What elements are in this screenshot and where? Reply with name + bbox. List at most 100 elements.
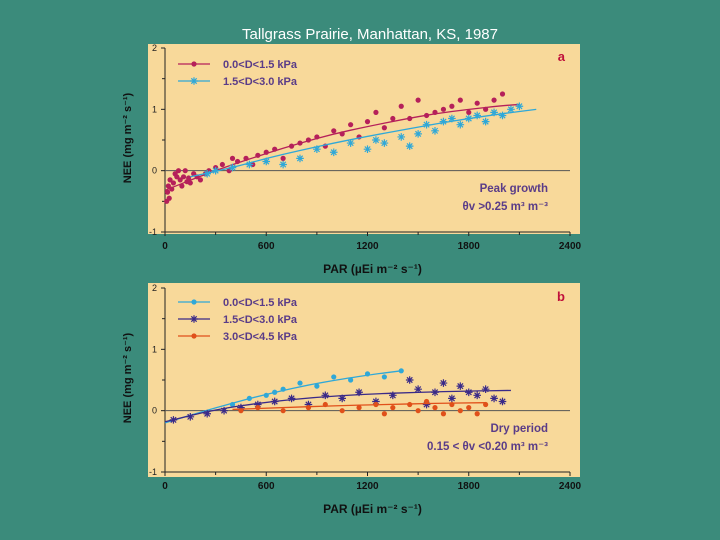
data-point	[448, 114, 456, 123]
data-point	[203, 169, 211, 178]
data-point	[169, 416, 178, 424]
data-point	[187, 180, 193, 186]
data-point	[297, 380, 303, 386]
data-point	[397, 133, 406, 141]
data-point	[449, 401, 455, 408]
data-point	[237, 403, 245, 412]
data-point	[439, 379, 448, 387]
data-point	[498, 111, 507, 120]
data-point	[464, 388, 473, 397]
legend-marker	[191, 299, 197, 305]
data-point	[432, 109, 438, 115]
data-point	[380, 139, 389, 147]
y-tick-label: 0	[152, 166, 157, 176]
data-point	[507, 105, 515, 114]
x-tick-label: 1200	[356, 481, 379, 492]
data-point	[364, 371, 371, 377]
data-point	[180, 174, 187, 180]
data-point	[372, 397, 380, 406]
data-point	[355, 388, 363, 397]
data-point	[280, 408, 286, 414]
data-point	[313, 145, 321, 153]
data-point	[287, 394, 296, 403]
data-point	[339, 131, 345, 137]
data-point	[314, 383, 320, 389]
annotation-text: Peak growth	[480, 183, 548, 195]
data-point	[255, 152, 261, 158]
data-point	[174, 174, 180, 180]
data-point	[186, 175, 192, 181]
data-point	[219, 161, 225, 168]
data-point	[422, 400, 431, 409]
y-axis-label: NEE (mg m⁻² s⁻¹)	[122, 332, 134, 423]
data-point	[177, 177, 183, 183]
data-point	[263, 149, 269, 155]
legend-label: 1.5<D<3.0 kPa	[223, 314, 298, 326]
data-point	[414, 130, 422, 138]
panel-letter: b	[557, 289, 565, 304]
legend-label: 0.0<D<1.5 kPa	[223, 59, 298, 71]
data-point	[167, 177, 173, 183]
data-point	[169, 186, 175, 192]
x-tick-label: 0	[162, 481, 168, 492]
data-point	[263, 392, 269, 398]
data-point	[305, 405, 312, 411]
data-point	[348, 377, 354, 383]
data-point	[414, 385, 422, 393]
data-point	[431, 127, 439, 135]
y-axis-label: NEE (mg m⁻² s⁻¹)	[122, 92, 134, 183]
data-point	[464, 114, 473, 123]
data-point	[272, 146, 278, 152]
panel-letter: a	[558, 49, 566, 64]
data-point	[390, 115, 396, 122]
legend-marker	[191, 61, 197, 67]
x-tick-label: 1800	[458, 481, 481, 492]
data-point	[179, 183, 185, 189]
data-point	[220, 406, 228, 415]
plot-background	[148, 44, 580, 234]
annotation-text: θv >0.25 m³ m⁻³	[463, 201, 549, 213]
data-point	[238, 408, 244, 414]
data-point	[456, 382, 465, 390]
series-3	[232, 398, 489, 417]
data-point	[457, 97, 463, 103]
x-tick-label: 0	[162, 241, 168, 252]
data-point	[431, 388, 439, 397]
x-tick-label: 1200	[356, 241, 379, 252]
x-axis-label: PAR (µEi m⁻² s⁻¹)	[323, 262, 422, 276]
data-point	[449, 103, 455, 109]
y-tick-label: 1	[152, 344, 157, 354]
data-point	[415, 408, 421, 414]
data-point	[390, 405, 396, 411]
data-point	[407, 401, 413, 408]
data-point	[491, 97, 497, 103]
data-point	[246, 395, 252, 401]
data-point	[466, 405, 472, 411]
data-point	[373, 401, 379, 408]
data-point	[331, 128, 337, 134]
data-point	[481, 117, 490, 126]
data-point	[197, 177, 204, 183]
series-2	[190, 102, 537, 178]
y-tick-label: -1	[149, 227, 157, 237]
x-tick-label: 1800	[458, 241, 481, 252]
data-point	[234, 158, 241, 165]
data-point	[203, 409, 211, 418]
data-point	[473, 391, 481, 400]
legend-marker	[190, 77, 198, 85]
data-point	[440, 106, 447, 112]
data-point	[164, 189, 171, 195]
data-point	[515, 102, 524, 111]
data-point	[490, 394, 498, 403]
legend-marker	[191, 333, 197, 339]
data-point	[457, 408, 463, 414]
data-point	[364, 119, 371, 125]
data-point	[346, 139, 355, 147]
annotation-text: Dry period	[490, 423, 548, 435]
data-point	[483, 401, 489, 408]
series-1	[164, 91, 520, 204]
y-tick-label: -1	[149, 467, 157, 477]
data-point	[348, 122, 354, 128]
data-point	[211, 166, 220, 175]
data-point	[229, 155, 236, 161]
